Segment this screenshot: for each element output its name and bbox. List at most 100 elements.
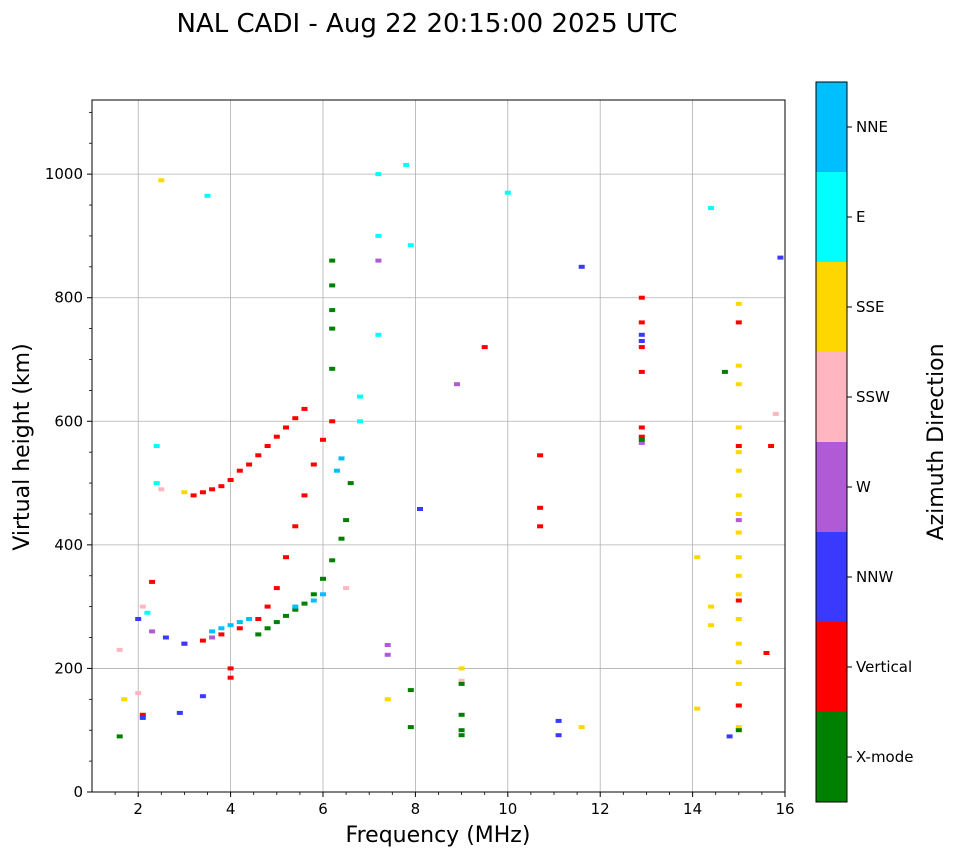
echo-point bbox=[721, 369, 728, 374]
echo-point bbox=[708, 206, 715, 211]
colorbar-tick-label: X-mode bbox=[856, 748, 913, 766]
echo-point bbox=[481, 345, 488, 350]
colorbar-swatch bbox=[816, 712, 847, 802]
echo-point bbox=[204, 193, 211, 198]
echo-point bbox=[292, 416, 299, 421]
echo-point bbox=[735, 703, 742, 708]
echo-point bbox=[417, 507, 423, 511]
echo-point bbox=[209, 635, 216, 640]
echo-point bbox=[158, 487, 165, 492]
echo-point bbox=[384, 643, 391, 647]
echo-point bbox=[357, 394, 363, 399]
echo-point bbox=[403, 162, 410, 167]
echo-point bbox=[227, 675, 234, 680]
echo-point bbox=[504, 190, 511, 195]
echo-point bbox=[735, 493, 742, 498]
y-tick-label: 1000 bbox=[45, 165, 83, 183]
colorbar-tick-label: W bbox=[856, 478, 871, 496]
echo-point bbox=[153, 444, 160, 448]
echo-point bbox=[735, 681, 742, 686]
echo-point bbox=[283, 613, 289, 618]
grid-lines bbox=[92, 100, 786, 793]
echo-point bbox=[708, 604, 715, 609]
x-tick-label: 6 bbox=[318, 800, 328, 818]
x-tick-label: 2 bbox=[133, 800, 143, 818]
colorbar-swatch bbox=[816, 172, 847, 262]
echo-point bbox=[338, 456, 345, 461]
echo-point bbox=[329, 558, 336, 563]
echo-point bbox=[458, 733, 465, 738]
echo-point bbox=[283, 555, 289, 560]
echo-point bbox=[162, 635, 169, 640]
echo-point bbox=[735, 382, 742, 387]
echo-point bbox=[407, 688, 414, 693]
echo-point bbox=[218, 626, 225, 631]
x-tick-label: 4 bbox=[226, 800, 236, 818]
colorbar-tick-label: Vertical bbox=[856, 658, 912, 676]
echo-point bbox=[255, 632, 262, 637]
colorbar-swatch bbox=[816, 442, 847, 532]
echo-point bbox=[763, 651, 770, 655]
echo-point bbox=[320, 437, 326, 442]
echo-point bbox=[273, 586, 280, 591]
echo-point bbox=[264, 604, 271, 609]
y-tick-label: 200 bbox=[54, 659, 83, 677]
echo-point bbox=[116, 647, 123, 652]
echo-point bbox=[139, 715, 146, 720]
echo-point bbox=[735, 598, 742, 603]
echo-point bbox=[694, 706, 701, 711]
echo-point bbox=[638, 440, 645, 445]
echo-point bbox=[149, 629, 156, 634]
x-tick-label: 8 bbox=[411, 800, 421, 818]
echo-point bbox=[407, 243, 414, 248]
echo-point bbox=[555, 718, 562, 723]
echo-point bbox=[735, 301, 742, 306]
data-marks bbox=[116, 162, 784, 739]
echo-point bbox=[537, 453, 544, 458]
echo-point bbox=[735, 555, 742, 560]
y-tick-label: 800 bbox=[54, 289, 83, 307]
echo-point bbox=[735, 444, 742, 448]
axis-ticks: 2 4 6 8 10 12 14 16 0 200 400 600 800 1000 bbox=[45, 111, 795, 818]
echo-point bbox=[638, 339, 645, 343]
echo-point bbox=[301, 493, 308, 498]
colorbar-tick-label: SSE bbox=[856, 298, 885, 316]
colorbar-swatch bbox=[816, 622, 847, 712]
x-tick-label: 14 bbox=[683, 800, 702, 818]
echo-point bbox=[149, 579, 156, 584]
colorbar-tick-label: SSW bbox=[856, 388, 890, 406]
echo-point bbox=[209, 487, 216, 492]
echo-point bbox=[357, 419, 363, 424]
echo-point bbox=[283, 425, 289, 430]
echo-point bbox=[329, 258, 336, 263]
echo-point bbox=[236, 468, 243, 473]
echo-point bbox=[638, 437, 645, 442]
echo-point bbox=[227, 623, 234, 628]
echo-point bbox=[375, 332, 382, 337]
y-tick-label: 0 bbox=[73, 783, 83, 801]
echo-point bbox=[255, 453, 262, 458]
echo-point bbox=[638, 345, 645, 350]
echo-point bbox=[458, 712, 465, 717]
echo-point bbox=[458, 666, 465, 671]
echo-point bbox=[301, 601, 308, 606]
echo-point bbox=[199, 490, 206, 495]
echo-point bbox=[735, 320, 742, 325]
echo-point bbox=[638, 369, 645, 374]
echo-point bbox=[158, 178, 165, 183]
echo-point bbox=[777, 255, 784, 260]
colorbar-tick-label: E bbox=[856, 208, 865, 226]
echo-point bbox=[458, 678, 465, 683]
echo-point bbox=[333, 468, 340, 473]
echo-point bbox=[310, 592, 317, 597]
echo-point bbox=[735, 728, 742, 733]
colorbar-frame bbox=[815, 81, 848, 803]
colorbar-swatch bbox=[816, 532, 847, 622]
echo-point bbox=[638, 434, 645, 439]
echo-point bbox=[320, 592, 326, 597]
echo-point bbox=[176, 710, 183, 715]
echo-point bbox=[735, 363, 742, 368]
y-tick-label: 400 bbox=[54, 536, 83, 554]
echo-point bbox=[144, 610, 151, 615]
colorbar-swatch bbox=[816, 262, 847, 352]
